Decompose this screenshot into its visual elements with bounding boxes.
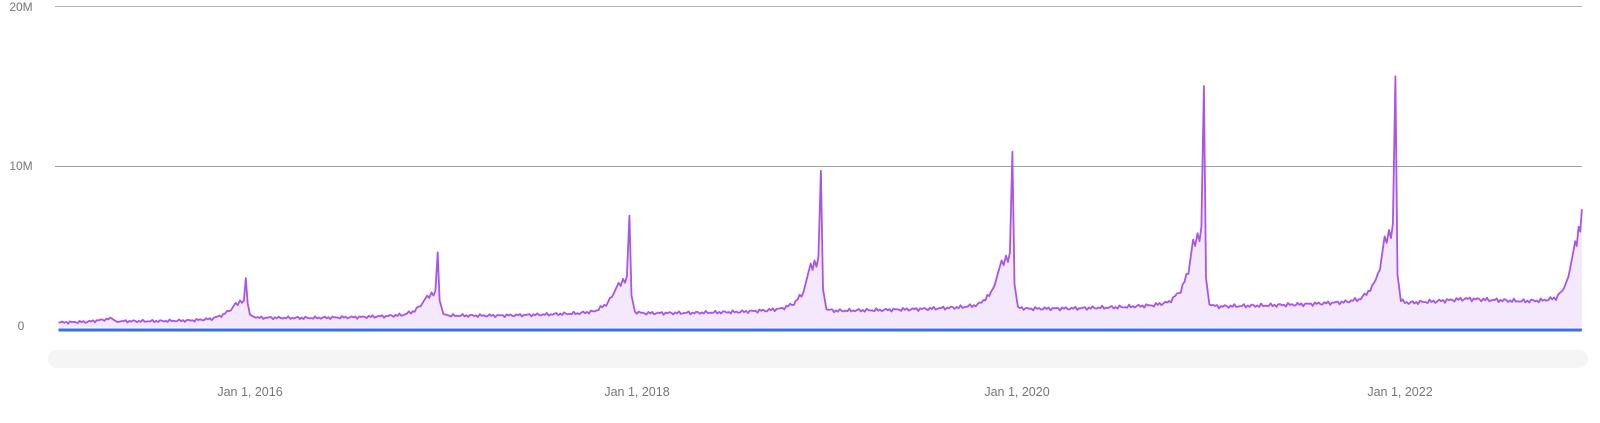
y-axis-tick-20m: 20M [9,0,33,14]
x-axis-tick-2018: Jan 1, 2018 [604,385,670,399]
x-axis-tick-2020: Jan 1, 2020 [984,385,1050,399]
x-axis-tick-2016: Jan 1, 2016 [217,385,283,399]
y-axis-tick-10m: 10M [9,159,33,173]
y-axis-tick-0: 0 [17,319,25,333]
x-axis-tick-2022: Jan 1, 2022 [1367,385,1433,399]
main-series-line [58,75,1583,325]
range-selector-scrollbar[interactable] [48,350,1588,368]
